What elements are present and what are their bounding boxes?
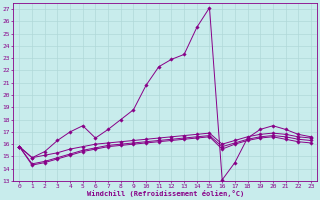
X-axis label: Windchill (Refroidissement éolien,°C): Windchill (Refroidissement éolien,°C) <box>86 190 244 197</box>
